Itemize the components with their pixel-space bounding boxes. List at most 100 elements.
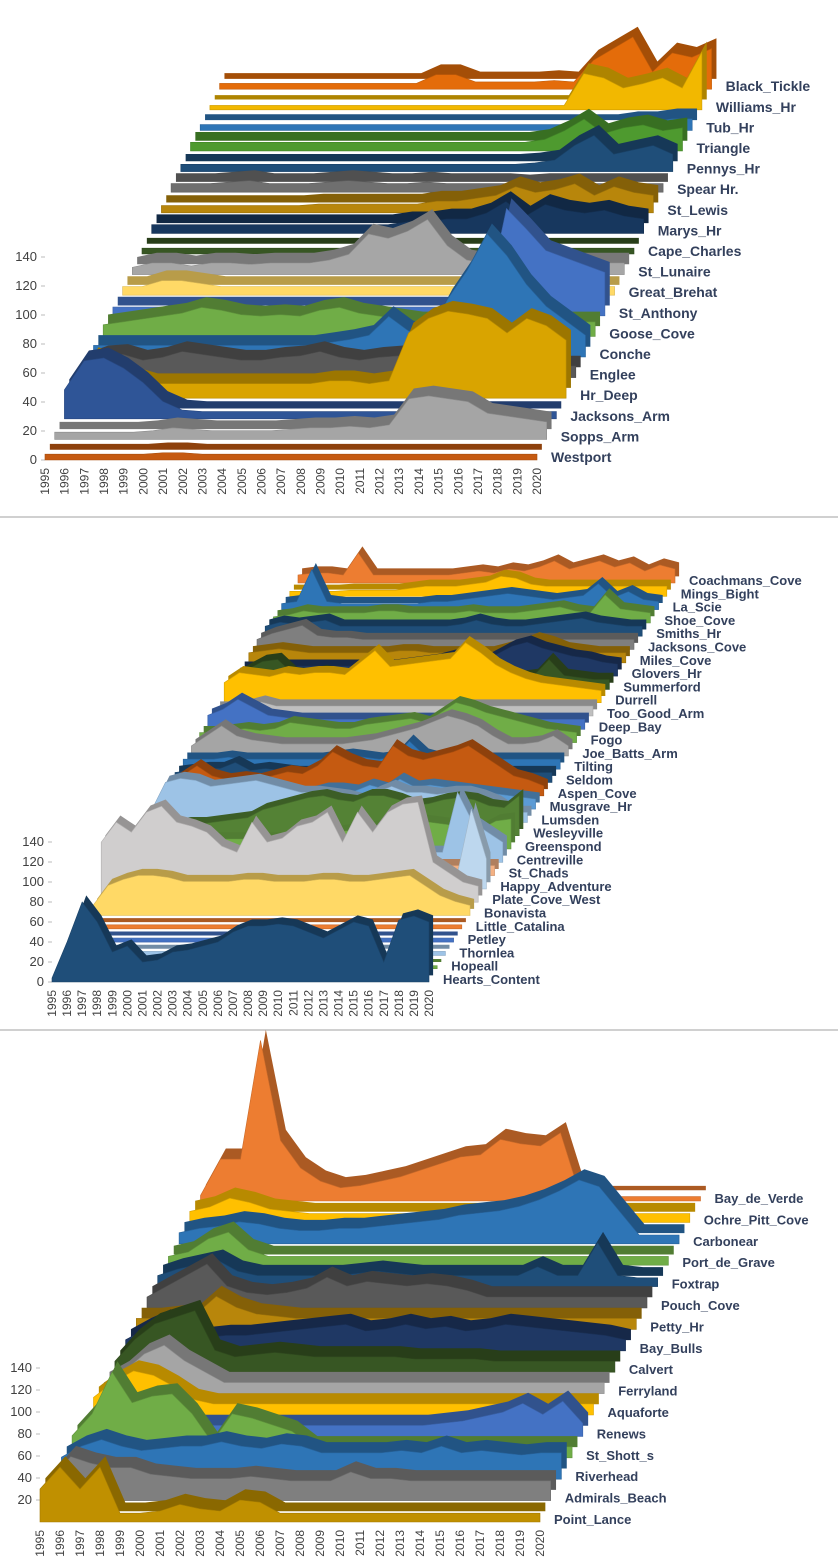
series-label: Renews xyxy=(597,1426,646,1441)
x-tick-label: 1998 xyxy=(90,990,104,1017)
y-tick-label: 40 xyxy=(30,934,44,949)
y-tick-label: 140 xyxy=(15,249,37,264)
series-label: Bay_Bulls xyxy=(640,1341,703,1356)
x-tick-label: 2013 xyxy=(316,990,330,1017)
x-tick-label: 2005 xyxy=(196,990,210,1017)
area-depth xyxy=(175,170,668,182)
area-face xyxy=(51,901,430,983)
area-face xyxy=(114,1310,616,1373)
x-tick-label: 2015 xyxy=(432,468,446,495)
area-face xyxy=(223,642,602,703)
x-tick-label: 2015 xyxy=(433,1530,447,1557)
series-label: Goose_Cove xyxy=(609,325,695,341)
area-face xyxy=(54,395,547,440)
x-tick-label: 2014 xyxy=(413,1530,427,1557)
series-label: Deep_Bay xyxy=(599,719,663,734)
y-tick-label: 80 xyxy=(23,336,37,351)
x-tick-label: 2012 xyxy=(373,468,387,495)
area-depth xyxy=(98,1360,599,1405)
x-tick-label: 2020 xyxy=(533,1530,547,1557)
x-tick-label: 2009 xyxy=(314,468,328,495)
x-tick-label: 2013 xyxy=(393,1530,407,1557)
x-tick-label: 2003 xyxy=(195,468,209,495)
series-label: Pouch_Cove xyxy=(661,1298,740,1313)
y-tick-label: 120 xyxy=(10,1382,32,1397)
area-depth xyxy=(163,1231,664,1276)
y-tick-label: 20 xyxy=(30,954,44,969)
series-label: Riverhead xyxy=(575,1469,638,1484)
series-label: Calvert xyxy=(629,1362,674,1377)
x-tick-label: 2002 xyxy=(173,1530,187,1557)
area-face xyxy=(178,1179,680,1245)
series-label: Admirals_Beach xyxy=(565,1491,667,1506)
series-label: Thornlea xyxy=(459,945,515,960)
x-tick-label: 2016 xyxy=(362,990,376,1017)
area-face xyxy=(200,1040,701,1202)
area-face xyxy=(180,134,674,172)
x-tick-label: 2016 xyxy=(453,1530,467,1557)
series-label: Westport xyxy=(551,449,612,465)
x-tick-label: 2009 xyxy=(256,990,270,1017)
series-label: Glovers_Hr xyxy=(632,666,702,681)
x-tick-label: 1998 xyxy=(93,1530,107,1557)
area-depth xyxy=(152,1253,653,1298)
y-tick-label: 100 xyxy=(15,307,37,322)
x-tick-label: 2015 xyxy=(347,990,361,1017)
x-tick-label: 2001 xyxy=(156,468,170,495)
x-tick-label: 2004 xyxy=(215,468,229,495)
series-label: Summerford xyxy=(623,679,700,694)
x-tick-label: 2011 xyxy=(353,468,367,494)
y-tick-label: 40 xyxy=(23,394,37,409)
series-label: Williams_Hr xyxy=(716,99,797,115)
x-tick-label: 2000 xyxy=(120,990,134,1017)
x-tick-label: 2002 xyxy=(176,468,190,495)
x-tick-label: 2016 xyxy=(451,468,465,495)
x-tick-label: 1997 xyxy=(77,468,91,495)
area-face xyxy=(161,183,654,214)
y-tick-label: 40 xyxy=(18,1470,32,1485)
area-depth xyxy=(88,1390,589,1426)
area-depth xyxy=(285,562,663,603)
series-label: Bay_de_Verde xyxy=(715,1191,804,1206)
x-tick-label: 2013 xyxy=(392,468,406,495)
x-tick-label: 2012 xyxy=(373,1530,387,1557)
x-tick-label: 2002 xyxy=(151,990,165,1017)
x-tick-label: 2012 xyxy=(301,990,315,1017)
x-tick-label: 2010 xyxy=(333,468,347,495)
series-label: Petty_Hr xyxy=(650,1319,703,1334)
x-tick-label: 2004 xyxy=(181,990,195,1017)
series-label: Marys_Hr xyxy=(658,222,722,238)
x-tick-label: 2017 xyxy=(473,1530,487,1557)
x-tick-label: 2019 xyxy=(513,1530,527,1557)
x-tick-label: 2014 xyxy=(412,468,426,495)
x-tick-label: 2008 xyxy=(294,468,308,495)
x-tick-label: 2006 xyxy=(254,468,268,495)
y-tick-label: 140 xyxy=(10,1360,32,1375)
x-tick-label: 2017 xyxy=(377,990,391,1017)
y-tick-label: 20 xyxy=(23,423,37,438)
y-tick-label: 140 xyxy=(22,834,44,849)
series-label: Little_Catalina xyxy=(476,919,566,934)
series-label: Musgrave_Hr xyxy=(550,799,632,814)
series-label: Joe_Batts_Arm xyxy=(582,746,677,761)
x-tick-label: 2003 xyxy=(166,990,180,1017)
series-label: Port_de_Grave xyxy=(682,1255,775,1270)
series-label: Sopps_Arm xyxy=(561,428,640,444)
x-tick-label: 1997 xyxy=(73,1530,87,1557)
series-label: St_Lunaire xyxy=(638,264,711,280)
series-label: La_Scie xyxy=(673,600,722,615)
area-face xyxy=(297,552,676,584)
area-face xyxy=(146,1263,648,1309)
x-tick-label: 2018 xyxy=(493,1530,507,1557)
x-tick-label: 2018 xyxy=(491,468,505,495)
series-label: St_Shott_s xyxy=(586,1448,654,1463)
y-tick-label: 0 xyxy=(37,974,44,989)
x-tick-label: 2008 xyxy=(241,990,255,1017)
series-label: Mings_Bight xyxy=(681,586,760,601)
x-tick-label: 1999 xyxy=(117,468,131,495)
x-tick-label: 2019 xyxy=(407,990,421,1017)
area-face xyxy=(39,1466,541,1523)
series-label: Ferryland xyxy=(618,1384,677,1399)
